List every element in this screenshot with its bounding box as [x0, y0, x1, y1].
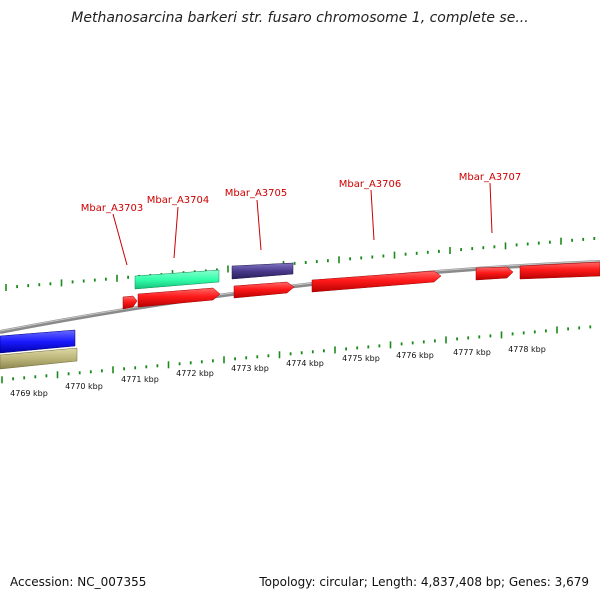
scale-label: 4778 kbp: [508, 345, 546, 354]
scale-label: 4777 kbp: [453, 348, 491, 357]
feature-cyan[interactable]: [134, 269, 220, 290]
chromosome-backbone: [0, 260, 600, 334]
scale-label: 4769 kbp: [10, 389, 48, 398]
gene-label-mbar-a3706: Mbar_A3706: [339, 179, 402, 190]
scale-label: 4771 kbp: [121, 375, 159, 384]
gene-mbar-a3703[interactable]: [122, 295, 138, 310]
map-title: Methanosarcina barkeri str. fusaro chrom…: [71, 10, 529, 26]
gene-label-mbar-a3705: Mbar_A3705: [225, 188, 288, 199]
gene-mbar-a3706[interactable]: [311, 270, 442, 293]
leader-lines: [112, 182, 493, 266]
scale-label: 4772 kbp: [176, 369, 214, 378]
scale-label: 4774 kbp: [286, 359, 324, 368]
gene-mbar-a3705[interactable]: [233, 281, 295, 299]
feature-navy[interactable]: [231, 262, 294, 280]
gene-mbar-a3707[interactable]: [475, 266, 514, 281]
scale-label: 4770 kbp: [65, 382, 103, 391]
gene-label-mbar-a3704: Mbar_A3704: [147, 195, 210, 206]
gene-label-mbar-a3703: Mbar_A3703: [81, 203, 144, 214]
lower-tick-row: [1, 325, 592, 384]
gene-mbar-a3704[interactable]: [137, 287, 221, 308]
gene-label-mbar-a3707: Mbar_A3707: [459, 172, 522, 183]
scale-label: 4776 kbp: [396, 351, 434, 360]
scale-label: 4773 kbp: [231, 364, 269, 373]
feature-blue[interactable]: [0, 329, 76, 354]
feature-khaki[interactable]: [0, 347, 78, 370]
accession-text: Accession: NC_007355: [10, 575, 147, 589]
scale-label: 4775 kbp: [342, 354, 380, 363]
genome-summary-text: Topology: circular; Length: 4,837,408 bp…: [259, 575, 589, 589]
upper-tick-row: [5, 237, 596, 291]
gene-next[interactable]: [519, 261, 600, 280]
